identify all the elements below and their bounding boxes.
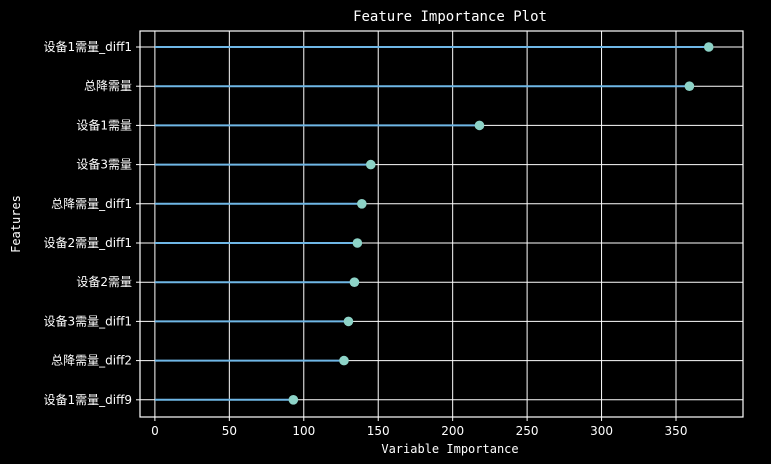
x-tick-label: 250 — [516, 424, 539, 438]
x-tick-label: 200 — [441, 424, 464, 438]
x-tick-label: 300 — [590, 424, 613, 438]
x-tick-label: 100 — [292, 424, 315, 438]
x-ticks: 0 50 100 150 200 250 300 350 — [151, 417, 687, 438]
stems — [154, 46, 709, 401]
x-tick-label: 150 — [367, 424, 390, 438]
y-tick-label: 设备3需量 — [76, 158, 132, 172]
y-tick-label: 设备2需量 — [76, 275, 132, 289]
y-tick-label: 设备1需量_diff1 — [44, 40, 133, 54]
plot-frame — [139, 30, 744, 418]
y-tick-label: 总降需量_diff2 — [51, 354, 132, 368]
x-tick-label: 350 — [665, 424, 688, 438]
y-tick-label: 设备1需量 — [76, 118, 132, 132]
data-point — [288, 395, 299, 405]
data-point — [365, 159, 376, 170]
y-tick-label: 总降需量 — [84, 79, 132, 93]
data-point — [349, 277, 360, 288]
x-axis-label: Variable Importance — [381, 442, 518, 456]
x-tick-label: 50 — [222, 424, 237, 438]
data-point — [684, 81, 695, 91]
chart-title: Feature Importance Plot — [353, 9, 547, 25]
data-point — [352, 238, 363, 248]
data-point — [703, 42, 714, 52]
y-tick-label: 设备1需量_diff9 — [44, 393, 133, 407]
data-point — [339, 355, 349, 366]
y-tick-label: 设备3需量_diff1 — [44, 314, 133, 328]
y-tick-label: 设备2需量_diff1 — [44, 236, 133, 250]
data-point — [343, 316, 354, 327]
x-tick-label: 0 — [151, 424, 159, 438]
data-point — [474, 120, 485, 131]
markers — [288, 42, 714, 405]
y-tick-label: 总降需量_diff1 — [51, 197, 132, 211]
y-axis-label: Features — [9, 195, 23, 253]
grid — [140, 31, 743, 417]
data-point — [357, 199, 367, 209]
